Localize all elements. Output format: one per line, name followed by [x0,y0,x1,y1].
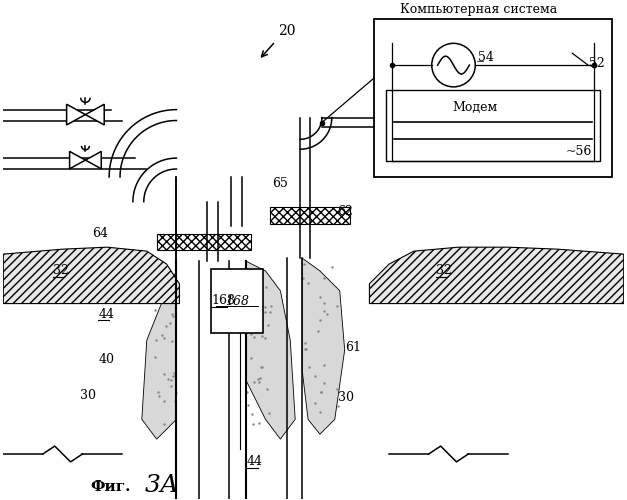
Text: ~56: ~56 [566,144,592,158]
Text: 44: 44 [246,456,263,468]
Text: 64: 64 [92,227,108,240]
Bar [211,269,263,334]
Text: 65: 65 [273,178,288,190]
Text: Компьютерная система: Компьютерная система [399,2,557,16]
Polygon shape [85,104,104,125]
Text: 32: 32 [53,264,68,278]
Bar [157,234,251,250]
Polygon shape [3,247,179,304]
Polygon shape [70,152,85,169]
Text: 52: 52 [589,56,605,70]
Text: 62: 62 [337,205,352,218]
Text: 20: 20 [278,24,296,38]
Text: Модем: Модем [453,101,498,114]
Text: 168: 168 [225,294,249,308]
Text: 30: 30 [338,391,354,404]
Bar [270,206,350,224]
Text: 44: 44 [98,308,114,321]
Text: Фиг.: Фиг. [90,480,131,494]
Text: 168: 168 [211,294,235,307]
Bar [374,18,612,177]
Text: 54: 54 [478,50,494,64]
Polygon shape [66,104,85,125]
Polygon shape [85,152,101,169]
Text: 3А: 3А [145,474,179,497]
Text: 30: 30 [80,389,97,402]
Text: 61: 61 [345,340,361,353]
Text: 40: 40 [98,354,114,366]
Polygon shape [142,261,176,439]
Polygon shape [302,258,345,434]
Polygon shape [246,261,295,439]
Polygon shape [369,247,624,304]
Text: 32: 32 [436,264,451,278]
Bar [386,90,600,161]
Circle shape [432,44,475,87]
